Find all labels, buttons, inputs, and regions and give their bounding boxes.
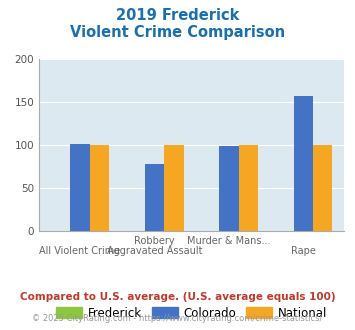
Text: Murder & Mans...: Murder & Mans... [187,236,271,246]
Text: All Violent Crime: All Violent Crime [39,246,121,256]
Text: Compared to U.S. average. (U.S. average equals 100): Compared to U.S. average. (U.S. average … [20,292,335,302]
Text: 2019 Frederick: 2019 Frederick [116,8,239,23]
Text: Rape: Rape [291,246,316,256]
Bar [294,96,313,231]
Text: © 2025 CityRating.com - https://www.cityrating.com/crime-statistics/: © 2025 CityRating.com - https://www.city… [32,314,323,323]
Bar [90,145,109,231]
Bar [239,145,258,231]
Text: Robbery: Robbery [134,236,175,246]
Bar [145,164,164,231]
Bar [219,146,239,231]
Bar [70,144,90,231]
Legend: Frederick, Colorado, National: Frederick, Colorado, National [51,302,332,325]
Text: Aggravated Assault: Aggravated Assault [107,246,202,256]
Bar [313,145,332,231]
Text: Violent Crime Comparison: Violent Crime Comparison [70,25,285,40]
Bar [164,145,184,231]
